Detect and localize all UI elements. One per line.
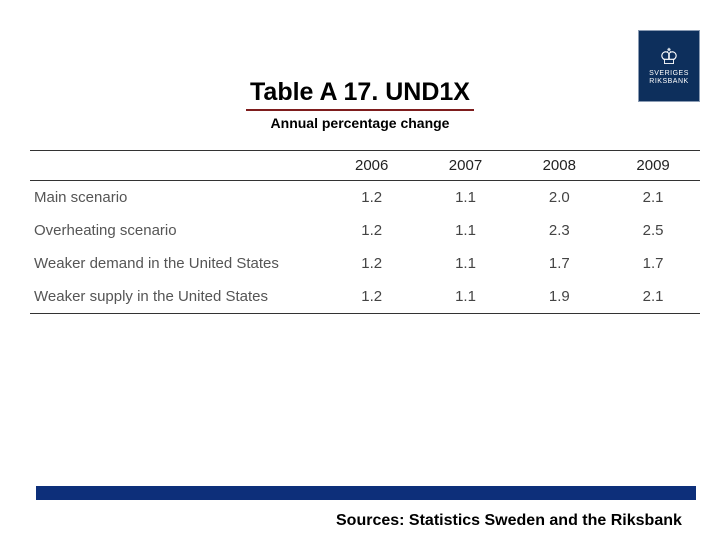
cell: 1.1 (419, 214, 513, 247)
cell: 1.1 (419, 181, 513, 215)
page-title: Table A 17. UND1X (246, 78, 474, 111)
cell: 1.1 (419, 247, 513, 280)
table-row: Main scenario 1.2 1.1 2.0 2.1 (30, 181, 700, 215)
row-label: Weaker demand in the United States (30, 247, 325, 280)
cell: 2.3 (512, 214, 606, 247)
table-row: Overheating scenario 1.2 1.1 2.3 2.5 (30, 214, 700, 247)
cell: 1.2 (325, 280, 419, 314)
table-row: Weaker supply in the United States 1.2 1… (30, 280, 700, 314)
footer-bar (36, 486, 696, 500)
col-header: 2006 (325, 151, 419, 181)
sources-text: Sources: Statistics Sweden and the Riksb… (336, 512, 682, 530)
col-header: 2008 (512, 151, 606, 181)
cell: 1.1 (419, 280, 513, 314)
table-row: Weaker demand in the United States 1.2 1… (30, 247, 700, 280)
page-subtitle: Annual percentage change (80, 115, 640, 131)
col-header: 2007 (419, 151, 513, 181)
row-label: Main scenario (30, 181, 325, 215)
row-label: Overheating scenario (30, 214, 325, 247)
cell: 2.1 (606, 181, 700, 215)
cell: 2.5 (606, 214, 700, 247)
cell: 1.7 (512, 247, 606, 280)
cell: 1.2 (325, 214, 419, 247)
data-table-wrap: 2006 2007 2008 2009 Main scenario 1.2 1.… (30, 150, 700, 314)
cell: 1.9 (512, 280, 606, 314)
title-block: Table A 17. UND1X Annual percentage chan… (0, 78, 720, 131)
cell: 1.2 (325, 247, 419, 280)
row-label: Weaker supply in the United States (30, 280, 325, 314)
crown-icon: ♔ (659, 46, 679, 68)
cell: 2.1 (606, 280, 700, 314)
col-header: 2009 (606, 151, 700, 181)
cell: 2.0 (512, 181, 606, 215)
cell: 1.7 (606, 247, 700, 280)
logo-line1: SVERIGES (649, 70, 689, 78)
col-header (30, 151, 325, 181)
table-header-row: 2006 2007 2008 2009 (30, 151, 700, 181)
cell: 1.2 (325, 181, 419, 215)
data-table: 2006 2007 2008 2009 Main scenario 1.2 1.… (30, 150, 700, 314)
